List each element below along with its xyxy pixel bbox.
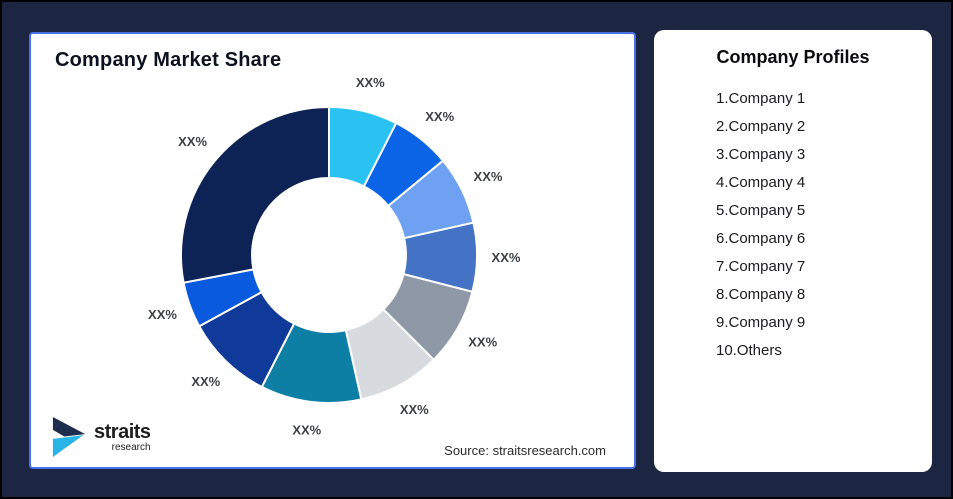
company-list: 1.Company 1 2.Company 2 3.Company 3 4.Compa…	[654, 85, 932, 365]
list-item-company-4: 4.Company 4	[716, 174, 806, 191]
logo-cyan-chevron	[52, 435, 84, 457]
slice-label-7: XX%	[292, 423, 321, 438]
donut-chart: XX% XX% XX% XX% XX% XX% XX% XX% XX% XX%	[148, 75, 521, 438]
slice-label-10: XX%	[178, 134, 207, 149]
company-profiles-card: Company Profiles 1.Company 1 2.Company 2 3…	[654, 30, 932, 472]
slice-label-9: XX%	[148, 307, 177, 322]
list-item-company-1: 1.Company 1	[716, 90, 806, 107]
chart-title: Company Market Share	[55, 49, 282, 71]
slice-label-3: XX%	[474, 169, 503, 184]
straits-logo-icon	[52, 417, 86, 457]
list-item-company-6: 6.Company 6	[716, 230, 806, 247]
logo-brand: straits	[94, 420, 151, 443]
slice-label-5: XX%	[468, 335, 497, 350]
profiles-title: Company Profiles	[716, 47, 870, 67]
straits-research-logo: straits research	[51, 416, 151, 458]
list-item-company-5: 5.Company 5	[716, 202, 806, 219]
slice-label-6: XX%	[400, 402, 429, 417]
slice-label-2: XX%	[425, 109, 454, 124]
list-item-company-2: 2.Company 2	[716, 118, 806, 135]
logo-subtitle: research	[111, 441, 151, 453]
list-item-company-8: 8.Company 8	[716, 286, 806, 303]
slice-label-4: XX%	[492, 250, 521, 265]
list-item-company-10: 10.Others	[716, 342, 782, 359]
slice-label-8: XX%	[191, 374, 220, 389]
logo-dark-chevron	[52, 417, 86, 437]
slice-label-1: XX%	[356, 75, 385, 90]
list-item-company-3: 3.Company 3	[716, 146, 806, 163]
logo-text: straits research	[94, 422, 151, 453]
list-item-company-7: 7.Company 7	[716, 258, 806, 275]
market-share-card: Company Market Share XX% XX% XX% XX% XX% XX% X…	[29, 32, 636, 469]
source-attribution: Source: straitsresearch.com	[444, 443, 606, 458]
donut-slice-10	[180, 106, 330, 284]
list-item-company-9: 9.Company 9	[716, 314, 806, 331]
